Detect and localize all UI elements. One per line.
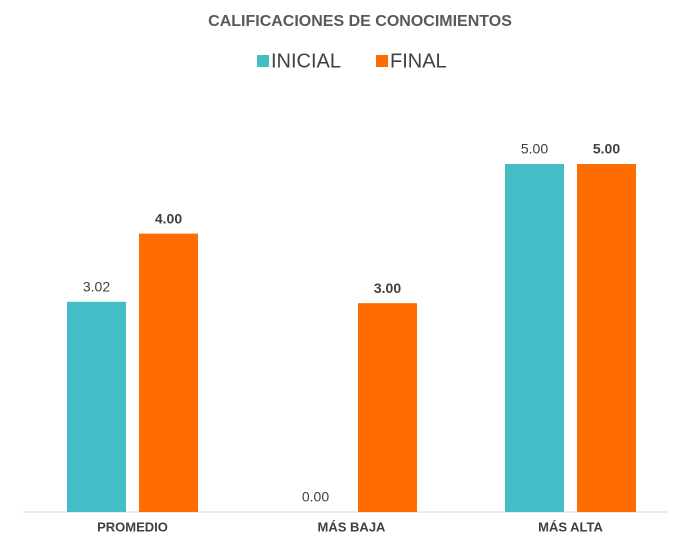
bar xyxy=(139,233,198,512)
bar xyxy=(577,164,636,512)
x-tick-label: MÁS ALTA xyxy=(538,519,603,534)
data-label: 0.00 xyxy=(302,489,329,505)
legend-label: FINAL xyxy=(390,50,447,72)
chart-title: CALIFICACIONES DE CONOCIMIENTOS xyxy=(208,13,512,30)
legend-swatch xyxy=(257,55,269,67)
bar xyxy=(358,303,417,512)
bar xyxy=(67,301,126,512)
x-tick-label: PROMEDIO xyxy=(97,519,168,534)
legend-label: INICIAL xyxy=(271,50,341,72)
data-label: 5.00 xyxy=(521,141,548,157)
data-label: 4.00 xyxy=(155,210,182,226)
data-label: 3.00 xyxy=(374,280,401,296)
x-tick-label: MÁS BAJA xyxy=(318,519,387,534)
legend-swatch xyxy=(376,55,388,67)
data-label: 5.00 xyxy=(593,141,620,157)
data-label: 3.02 xyxy=(83,279,110,295)
bar xyxy=(505,164,564,512)
